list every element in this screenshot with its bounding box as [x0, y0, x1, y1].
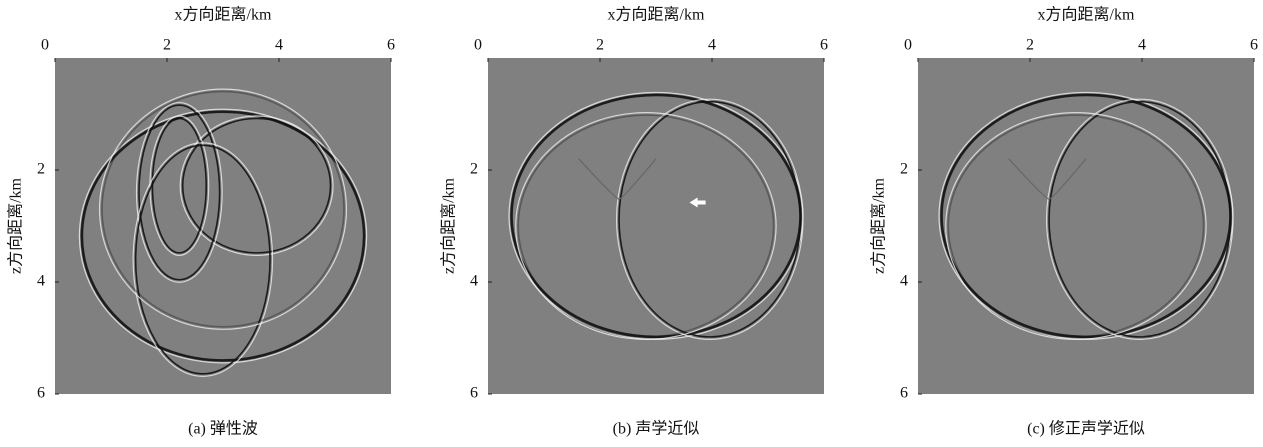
x-tick-label: 0	[41, 37, 49, 54]
y-tick-label: 2	[900, 161, 908, 178]
x-tick-label: 4	[708, 37, 716, 54]
x-tick-label: 6	[820, 37, 828, 54]
caption: (a) 弹性波	[188, 420, 258, 438]
y-tick-label: 6	[900, 385, 908, 402]
x-tick-label: 2	[596, 37, 604, 54]
x-tick-label: 0	[904, 37, 912, 54]
x-tick-label: 4	[1138, 37, 1146, 54]
y-axis-label: z方向距离/km	[870, 177, 888, 274]
y-tick-label: 4	[37, 273, 45, 290]
x-axis-label: x方向距离/km	[1038, 6, 1135, 24]
y-tick-label: 2	[470, 161, 478, 178]
x-tick-label: 2	[1026, 37, 1034, 54]
y-tick-label: 6	[470, 385, 478, 402]
caption: (c) 修正声学近似	[1027, 420, 1145, 438]
x-axis-label: x方向距离/km	[608, 6, 705, 24]
x-axis-label: x方向距离/km	[175, 6, 272, 24]
figure: 0 2 4 6 2 4 6 x方向距离/km z方向距离/km (a) 弹性波 0 2 4 6 2 4 6 x方向…	[0, 0, 1263, 442]
y-axis-label: z方向距离/km	[440, 177, 458, 274]
x-tick-label: 2	[163, 37, 171, 54]
caption: (b) 声学近似	[613, 420, 700, 438]
x-tick-label: 0	[474, 37, 482, 54]
plot-area	[55, 58, 391, 394]
y-tick-label: 4	[470, 273, 478, 290]
y-tick-label: 6	[37, 385, 45, 402]
x-tick-label: 6	[387, 37, 395, 54]
y-tick-label: 2	[37, 161, 45, 178]
x-tick-label: 4	[275, 37, 283, 54]
x-tick-label: 6	[1250, 37, 1258, 54]
y-axis-label: z方向距离/km	[7, 177, 25, 274]
y-tick-label: 4	[900, 273, 908, 290]
